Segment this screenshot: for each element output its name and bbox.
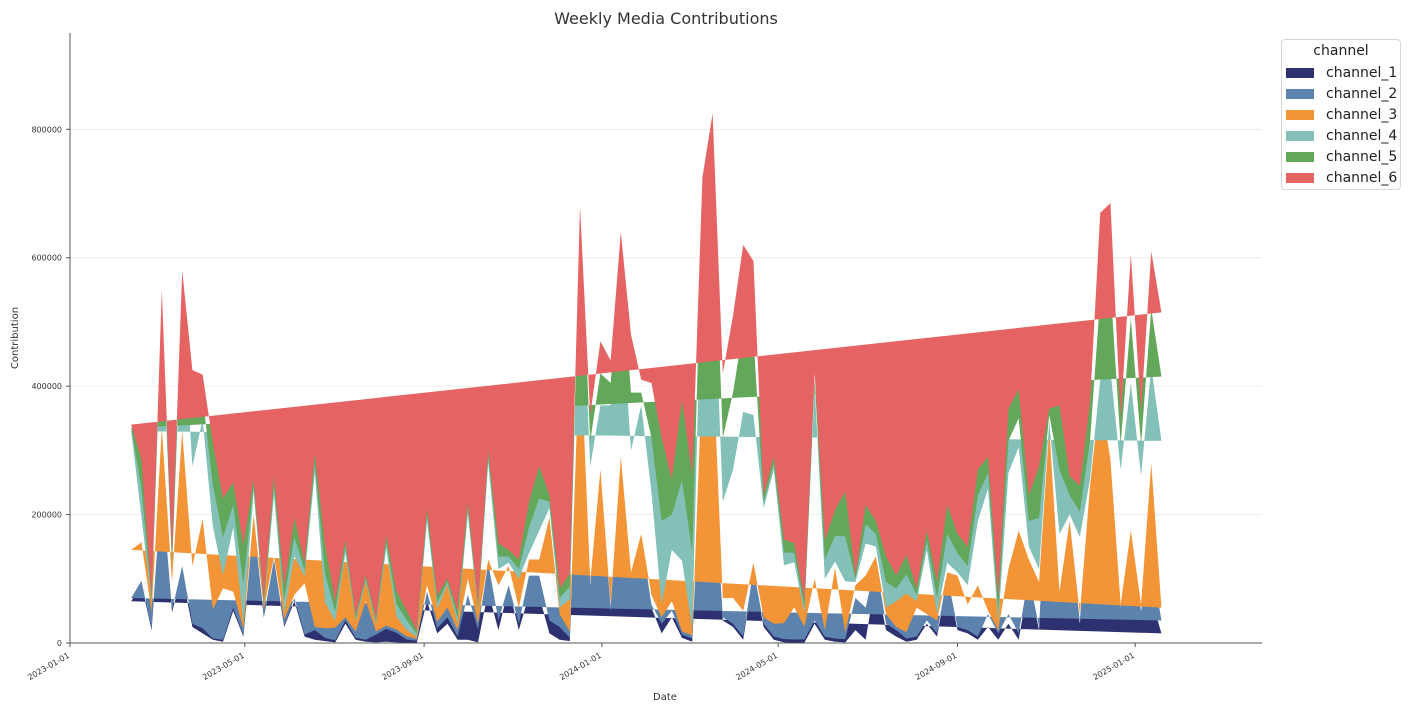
legend-label: channel_5 — [1326, 149, 1398, 165]
area-channel-3 — [131, 334, 1162, 639]
area-channel-2 — [131, 350, 1162, 641]
legend-title: channel — [1313, 43, 1369, 59]
legend-swatch — [1286, 68, 1314, 78]
legend-label: channel_3 — [1326, 107, 1398, 123]
legend-swatch — [1286, 131, 1314, 141]
legend-item-channel-2: channel_2 — [1286, 85, 1397, 103]
legend-swatch — [1286, 173, 1314, 183]
legend-item-channel-5: channel_5 — [1286, 148, 1397, 166]
x-tick-label: 2025-01-01 — [1091, 651, 1136, 682]
y-tick-label: 400000 — [31, 382, 62, 391]
x-tick-label: 2024-01-01 — [558, 651, 603, 682]
legend-item-channel-4: channel_4 — [1286, 127, 1397, 145]
x-tick-label: 2023-01-01 — [26, 651, 71, 682]
area-series — [131, 113, 1162, 643]
x-tick-label: 2023-05-01 — [201, 651, 246, 682]
legend-swatch — [1286, 110, 1314, 120]
area-channel-6 — [131, 113, 1162, 631]
y-tick-label: 800000 — [31, 125, 62, 134]
y-ticks: 0 200000 400000 600000 800000 — [31, 125, 70, 648]
legend-item-channel-6: channel_6 — [1286, 169, 1397, 187]
y-tick-label: 200000 — [31, 511, 62, 520]
legend-item-channel-3: channel_3 — [1286, 106, 1397, 124]
x-axis-label: Date — [653, 692, 677, 703]
legend-label: channel_1 — [1326, 65, 1398, 81]
y-tick-label: 600000 — [31, 254, 62, 263]
y-axis-label: Contribution — [10, 307, 21, 369]
legend-swatch — [1286, 152, 1314, 162]
chart-title: Weekly Media Contributions — [554, 9, 778, 28]
x-tick-label: 2024-05-01 — [734, 651, 779, 682]
legend-label: channel_6 — [1326, 170, 1398, 186]
legend-label: channel_2 — [1326, 86, 1398, 102]
legend-label: channel_4 — [1326, 128, 1398, 144]
x-tick-label: 2024-09-01 — [914, 651, 959, 682]
legend-item-channel-1: channel_1 — [1286, 64, 1397, 82]
y-tick-label: 0 — [57, 639, 62, 648]
x-tick-label: 2023-09-01 — [380, 651, 425, 682]
legend-swatch — [1286, 89, 1314, 99]
x-ticks: 2023-01-01 2023-05-01 2023-09-01 2024-01-01… — [26, 643, 1136, 682]
axes — [69, 33, 1262, 644]
